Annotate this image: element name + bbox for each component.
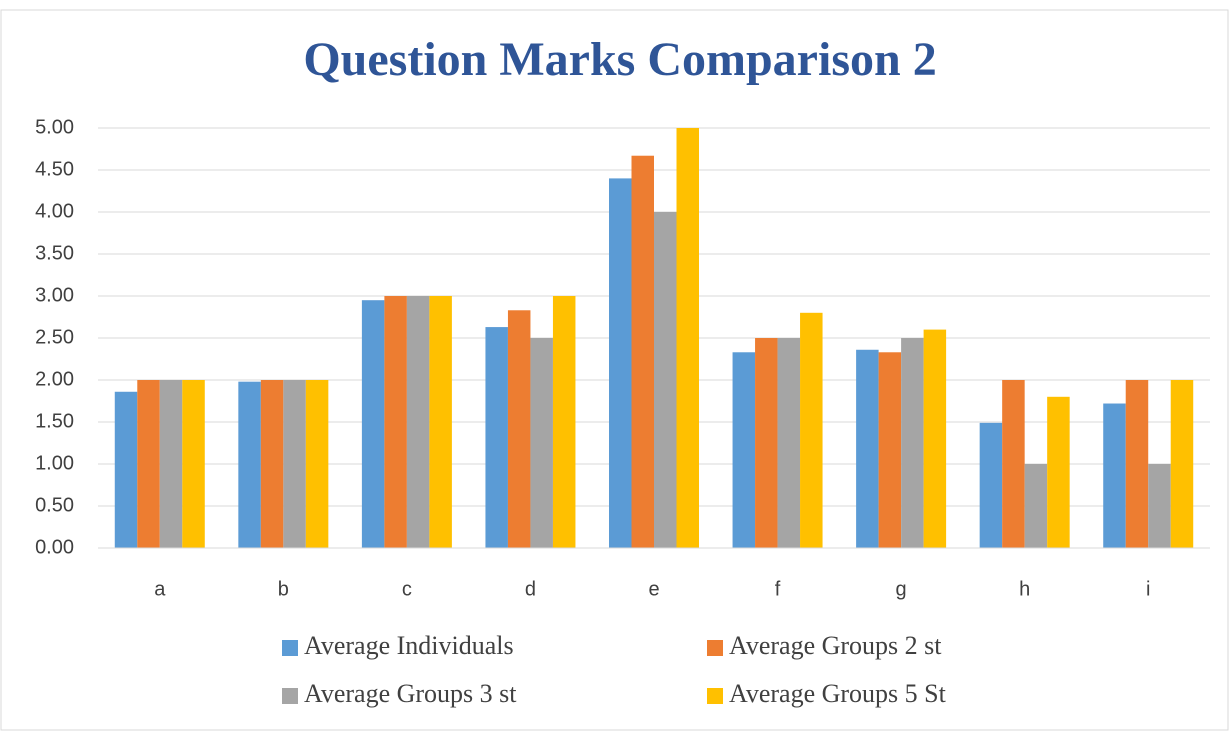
x-tick-label: b bbox=[278, 578, 289, 600]
bar bbox=[114, 391, 138, 548]
bar bbox=[260, 380, 284, 548]
y-tick-label: 2.50 bbox=[35, 326, 74, 348]
x-tick-label: d bbox=[525, 578, 536, 600]
y-tick-label: 4.50 bbox=[35, 158, 74, 180]
x-tick-label: e bbox=[648, 578, 659, 600]
legend-label: Average Groups 5 St bbox=[729, 679, 947, 708]
bar bbox=[755, 338, 778, 548]
y-tick-label: 4.00 bbox=[35, 200, 74, 222]
x-tick-label: c bbox=[402, 578, 412, 600]
bar bbox=[1170, 380, 1194, 548]
y-tick-label: 2.00 bbox=[35, 368, 74, 390]
bar bbox=[979, 422, 1003, 548]
bar bbox=[1125, 380, 1149, 548]
bar bbox=[1002, 380, 1025, 548]
y-tick-label: 3.00 bbox=[35, 284, 74, 306]
bar bbox=[654, 212, 677, 548]
bar bbox=[530, 338, 553, 548]
bar bbox=[676, 128, 699, 548]
bar bbox=[1148, 464, 1171, 548]
bar bbox=[1024, 464, 1048, 548]
legend-swatch bbox=[707, 688, 723, 704]
x-tick-label: g bbox=[896, 578, 907, 600]
bar bbox=[1047, 396, 1070, 548]
legend-label: Average Individuals bbox=[304, 631, 514, 660]
bar bbox=[406, 296, 430, 548]
bar bbox=[305, 380, 329, 548]
bar bbox=[159, 380, 183, 548]
y-tick-label: 0.00 bbox=[35, 536, 74, 558]
bar bbox=[609, 178, 632, 548]
bar bbox=[238, 381, 261, 548]
legend-label: Average Groups 3 st bbox=[304, 679, 517, 708]
bar bbox=[552, 296, 576, 548]
x-tick-label: a bbox=[154, 578, 166, 600]
bar bbox=[878, 352, 902, 548]
bar bbox=[137, 380, 160, 548]
x-tick-label: f bbox=[775, 578, 781, 600]
bar bbox=[429, 296, 452, 548]
legend-swatch bbox=[282, 640, 298, 656]
y-tick-label: 3.50 bbox=[35, 242, 74, 264]
bar bbox=[901, 338, 924, 548]
chart-title: Question Marks Comparison 2 bbox=[303, 33, 936, 86]
legend-swatch bbox=[707, 640, 723, 656]
legend-label: Average Groups 2 st bbox=[729, 631, 942, 660]
bar bbox=[1103, 403, 1126, 548]
y-tick-label: 1.50 bbox=[35, 410, 74, 432]
bar bbox=[800, 312, 823, 548]
bar bbox=[777, 338, 801, 548]
y-tick-label: 0.50 bbox=[35, 494, 74, 516]
bar bbox=[732, 352, 756, 548]
y-tick-label: 1.00 bbox=[35, 452, 74, 474]
bar bbox=[923, 329, 947, 548]
legend-swatch bbox=[282, 688, 298, 704]
x-tick-label: h bbox=[1019, 578, 1030, 600]
bar bbox=[361, 300, 385, 548]
bar bbox=[856, 349, 879, 548]
bar bbox=[485, 327, 508, 548]
bar bbox=[384, 296, 407, 548]
bar bbox=[182, 380, 205, 548]
x-tick-label: i bbox=[1146, 578, 1150, 600]
bar bbox=[631, 155, 654, 548]
bar bbox=[283, 380, 306, 548]
bar bbox=[507, 310, 531, 548]
y-tick-label: 5.00 bbox=[35, 116, 74, 138]
